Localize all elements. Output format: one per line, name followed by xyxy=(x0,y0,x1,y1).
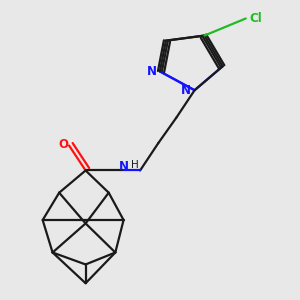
Text: H: H xyxy=(130,160,138,170)
Text: O: O xyxy=(58,138,68,151)
Text: N: N xyxy=(181,84,191,97)
Text: Cl: Cl xyxy=(249,12,262,25)
Text: N: N xyxy=(147,65,157,78)
Text: N: N xyxy=(118,160,129,173)
